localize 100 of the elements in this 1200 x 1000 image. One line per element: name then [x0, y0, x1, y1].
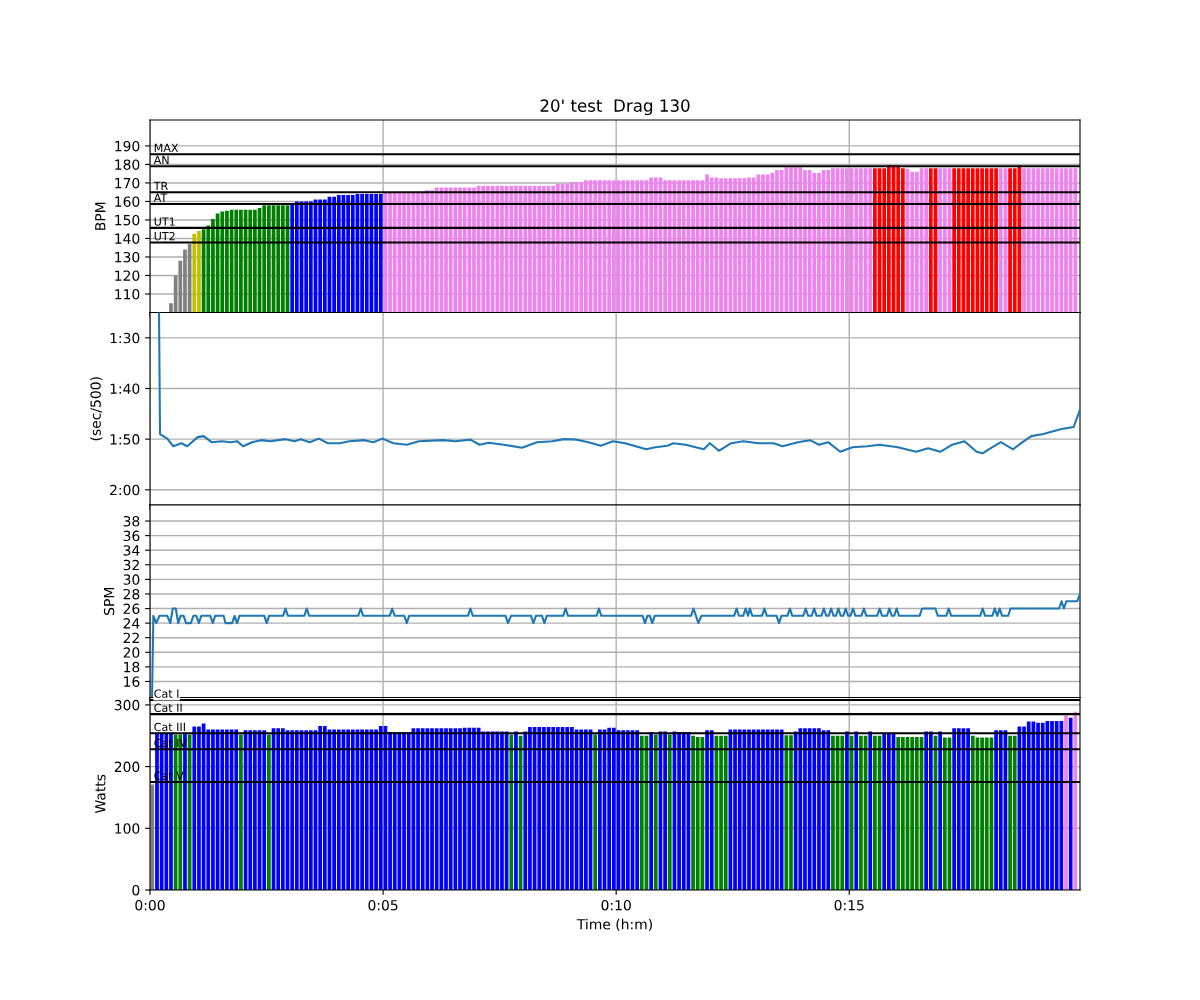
- bar: [1054, 720, 1059, 890]
- y-tick-label: 100: [115, 823, 140, 834]
- bar: [294, 730, 299, 890]
- ref-line-label: AN: [153, 155, 169, 164]
- bar: [938, 731, 943, 890]
- bar: [924, 731, 929, 890]
- bar: [276, 728, 281, 890]
- bar: [812, 728, 817, 890]
- y-tick-label: 2:00: [110, 484, 140, 496]
- y-tick-label: 160: [115, 196, 140, 207]
- y-tick-label: 1:40: [110, 383, 140, 394]
- bar: [239, 734, 243, 890]
- bar: [649, 732, 653, 890]
- bar: [420, 728, 425, 890]
- ref-line-label: Cat I: [154, 689, 179, 698]
- bar: [537, 727, 542, 890]
- bar: [434, 728, 439, 890]
- y-tick-label: 18: [124, 661, 140, 673]
- bar: [770, 729, 775, 890]
- x-tick-label: 0:05: [368, 899, 398, 911]
- x-axis-title: Time (h:m): [576, 918, 652, 932]
- bar: [966, 728, 970, 890]
- y-tick-label: 110: [115, 288, 140, 300]
- bar: [1012, 735, 1017, 890]
- bar: [406, 732, 411, 890]
- y-tick-label: 200: [114, 761, 140, 773]
- bar: [956, 728, 961, 890]
- bar: [723, 735, 728, 890]
- bar: [220, 729, 225, 890]
- bar: [304, 730, 309, 890]
- bar: [942, 737, 947, 890]
- bar: [742, 729, 747, 890]
- bar: [579, 729, 584, 890]
- bar: [262, 730, 267, 890]
- ref-line-label: AT: [153, 193, 168, 202]
- bar: [984, 737, 989, 890]
- bar: [597, 729, 602, 890]
- y-tick-label: 0: [132, 884, 140, 896]
- bar: [709, 730, 714, 890]
- y-tick-label: 170: [115, 177, 140, 189]
- y-axis-title: SPM: [103, 588, 115, 615]
- bar: [681, 732, 686, 890]
- bar: [173, 734, 178, 890]
- bar: [607, 727, 612, 890]
- bar: [639, 735, 644, 890]
- ref-line-label: Cat II: [154, 703, 182, 713]
- bar: [378, 725, 383, 890]
- bar: [667, 734, 672, 890]
- ref-line-label: Cat III: [154, 722, 185, 732]
- bar: [793, 731, 798, 890]
- y-tick-label: 32: [123, 559, 139, 571]
- bar: [621, 730, 626, 890]
- bar: [756, 729, 761, 890]
- bar: [998, 730, 1003, 890]
- y-tick-label: 300: [114, 699, 140, 711]
- bar: [280, 728, 285, 890]
- bar: [439, 728, 444, 890]
- y-tick-label: 190: [115, 140, 140, 152]
- bar: [495, 731, 500, 890]
- bar: [467, 727, 472, 890]
- y-tick-label: 20: [123, 647, 140, 658]
- y-tick-label: 150: [115, 214, 140, 226]
- bar: [364, 729, 369, 890]
- bar: [779, 729, 784, 890]
- y-tick-label: 24: [123, 618, 140, 629]
- y-tick-label: 130: [115, 251, 140, 263]
- bar: [831, 735, 835, 890]
- bar: [350, 729, 355, 890]
- ref-line-label: TR: [153, 181, 168, 190]
- x-tick-label: 0:15: [834, 899, 864, 911]
- bar: [798, 728, 803, 890]
- y-tick-label: 34: [123, 545, 140, 556]
- bar: [840, 735, 845, 890]
- bar: [1026, 721, 1031, 890]
- bar: [1073, 711, 1078, 890]
- bar: [873, 735, 877, 890]
- bar: [914, 736, 919, 890]
- bar: [635, 730, 640, 890]
- bar: [784, 735, 789, 890]
- bar: [845, 731, 849, 890]
- bar: [868, 731, 873, 890]
- y-tick-label: 26: [123, 603, 140, 615]
- bar: [751, 729, 756, 890]
- bar: [970, 735, 975, 890]
- y-axis-title: BPM: [95, 202, 106, 230]
- bar: [826, 730, 831, 890]
- bar: [308, 730, 313, 890]
- y-tick-label: 28: [123, 588, 140, 600]
- bar: [336, 729, 341, 890]
- bar: [192, 726, 197, 890]
- x-tick-label: 0:00: [135, 899, 165, 911]
- bar: [896, 736, 901, 890]
- y-tick-label: 1:30: [110, 332, 140, 344]
- bar: [910, 736, 915, 890]
- bar: [737, 729, 742, 890]
- bar: [854, 731, 859, 890]
- y-axis-title: Watts: [95, 774, 106, 814]
- x-tick-label: 0:10: [601, 899, 631, 911]
- bar: [234, 729, 239, 890]
- bar: [625, 730, 630, 890]
